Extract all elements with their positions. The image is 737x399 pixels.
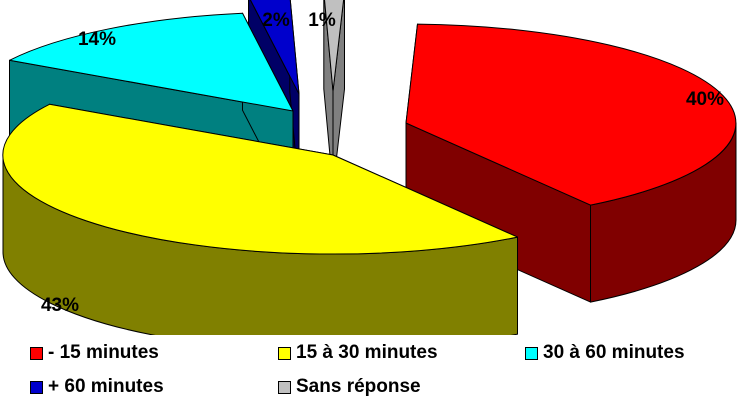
legend-swatch-under-15 [30, 346, 43, 360]
pie-slice-under-15 [405, 23, 737, 303]
pie-slice-15-30 [2, 103, 518, 335]
legend-swatch-30-60 [525, 346, 538, 360]
data-label-no-answer: 1% [308, 10, 336, 31]
pie-chart: 40% 43% 14% 2% 1% [2, 0, 737, 335]
data-label-under-15: 40% [686, 89, 724, 110]
legend: - 15 minutes 15 à 30 minutes 30 à 60 min… [0, 335, 737, 399]
legend-swatch-over-60 [30, 380, 43, 394]
data-label-15-30: 43% [41, 295, 79, 316]
data-label-over-60: 2% [262, 10, 290, 31]
pie-slice-no-answer [323, 0, 345, 189]
legend-item-no-answer: Sans réponse [278, 375, 421, 399]
legend-item-over-60: + 60 minutes [30, 375, 164, 399]
legend-swatch-15-30 [278, 346, 291, 360]
data-label-30-60: 14% [78, 29, 116, 50]
legend-label-under-15: - 15 minutes [48, 342, 159, 363]
legend-label-over-60: + 60 minutes [48, 376, 164, 397]
legend-label-30-60: 30 à 60 minutes [543, 342, 685, 363]
legend-item-15-30: 15 à 30 minutes [278, 341, 438, 365]
legend-label-15-30: 15 à 30 minutes [296, 342, 438, 363]
legend-swatch-no-answer [278, 380, 291, 394]
legend-item-30-60: 30 à 60 minutes [525, 341, 685, 365]
legend-label-no-answer: Sans réponse [296, 376, 421, 397]
legend-item-under-15: - 15 minutes [30, 341, 159, 365]
